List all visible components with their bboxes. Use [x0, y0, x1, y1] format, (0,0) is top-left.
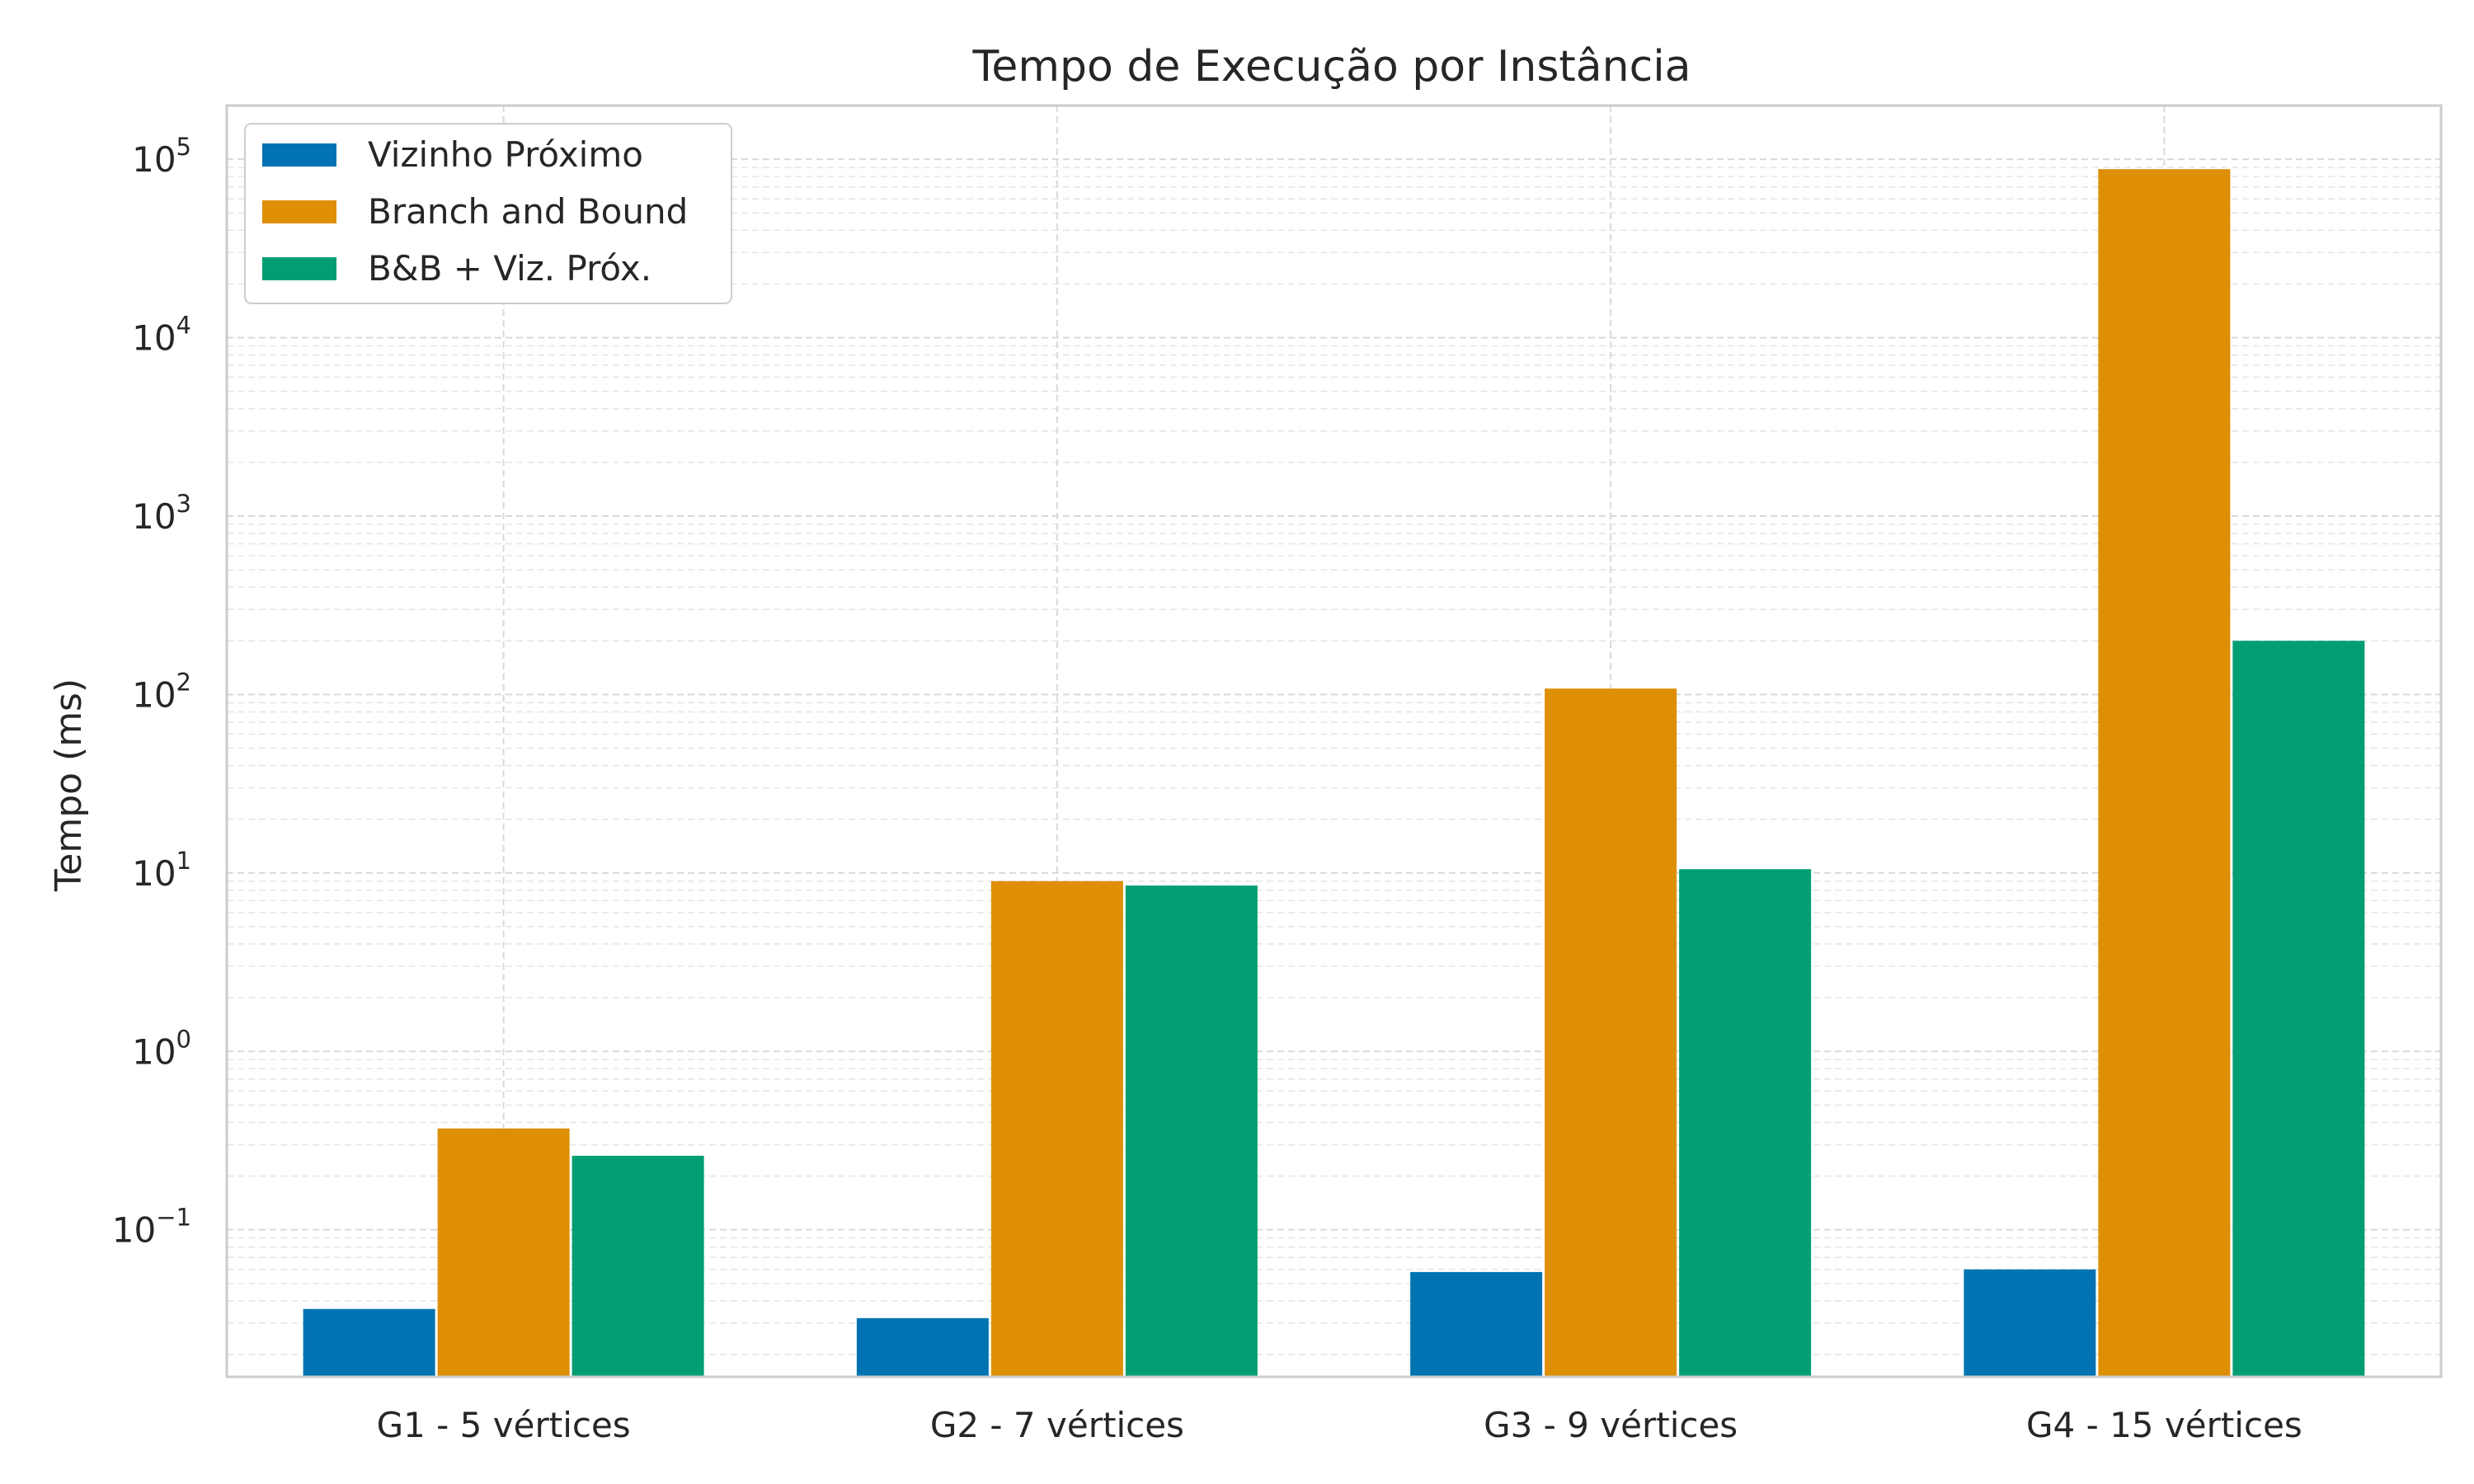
bar-b-b-viz-pr-x--4 [2232, 641, 2365, 1377]
x-tick-label: G4 - 15 vértices [2026, 1405, 2302, 1445]
y-tick-label: 104 [132, 312, 191, 359]
bar-b-b-viz-pr-x--1 [571, 1155, 704, 1377]
y-tick-label: 100 [132, 1025, 191, 1072]
legend-label: Vizinho Próximo [368, 134, 643, 175]
y-tick-label: 102 [132, 668, 191, 715]
bar-vizinho-pr-ximo-4 [1964, 1269, 2096, 1377]
legend: Vizinho Próximo Branch and Bound B&B + Viz… [244, 123, 732, 304]
bar-vizinho-pr-ximo-3 [1410, 1271, 1543, 1377]
x-tick-label: G3 - 9 vértices [1484, 1405, 1738, 1445]
x-tick-labels: G1 - 5 vértices G2 - 7 vértices G3 - 9 vér… [377, 1405, 2302, 1445]
chart-title: Tempo de Execução por Instância [971, 42, 1691, 92]
y-axis-label: Tempo (ms) [48, 679, 90, 892]
x-tick-label: G1 - 5 vértices [377, 1405, 631, 1445]
legend-label: B&B + Viz. Próx. [368, 248, 651, 289]
bar-vizinho-pr-ximo-1 [303, 1308, 435, 1377]
bar-b-b-viz-pr-x--2 [1125, 885, 1258, 1377]
legend-swatch [262, 200, 336, 223]
y-tick-label: 103 [132, 490, 191, 537]
y-tick-label: 101 [132, 847, 191, 894]
bar-branch-and-bound-3 [1545, 688, 1677, 1377]
legend-box [244, 123, 732, 304]
y-tick-label: 10−1 [112, 1204, 191, 1251]
y-tick-labels: 10−1 100 101 102 103 104 105 [112, 133, 191, 1251]
y-tick-label: 105 [132, 133, 191, 180]
bar-branch-and-bound-4 [2098, 169, 2231, 1377]
legend-swatch [262, 143, 336, 167]
bar-branch-and-bound-2 [990, 881, 1123, 1377]
legend-swatch [262, 257, 336, 280]
bars-layer [303, 169, 2365, 1377]
plot-frame [225, 104, 2443, 1378]
x-tick-label: G2 - 7 vértices [930, 1405, 1184, 1445]
legend-label: Branch and Bound [368, 191, 688, 232]
bar-branch-and-bound-1 [437, 1128, 570, 1377]
bar-vizinho-pr-ximo-2 [856, 1317, 989, 1377]
bar-b-b-viz-pr-x--3 [1679, 869, 1812, 1377]
